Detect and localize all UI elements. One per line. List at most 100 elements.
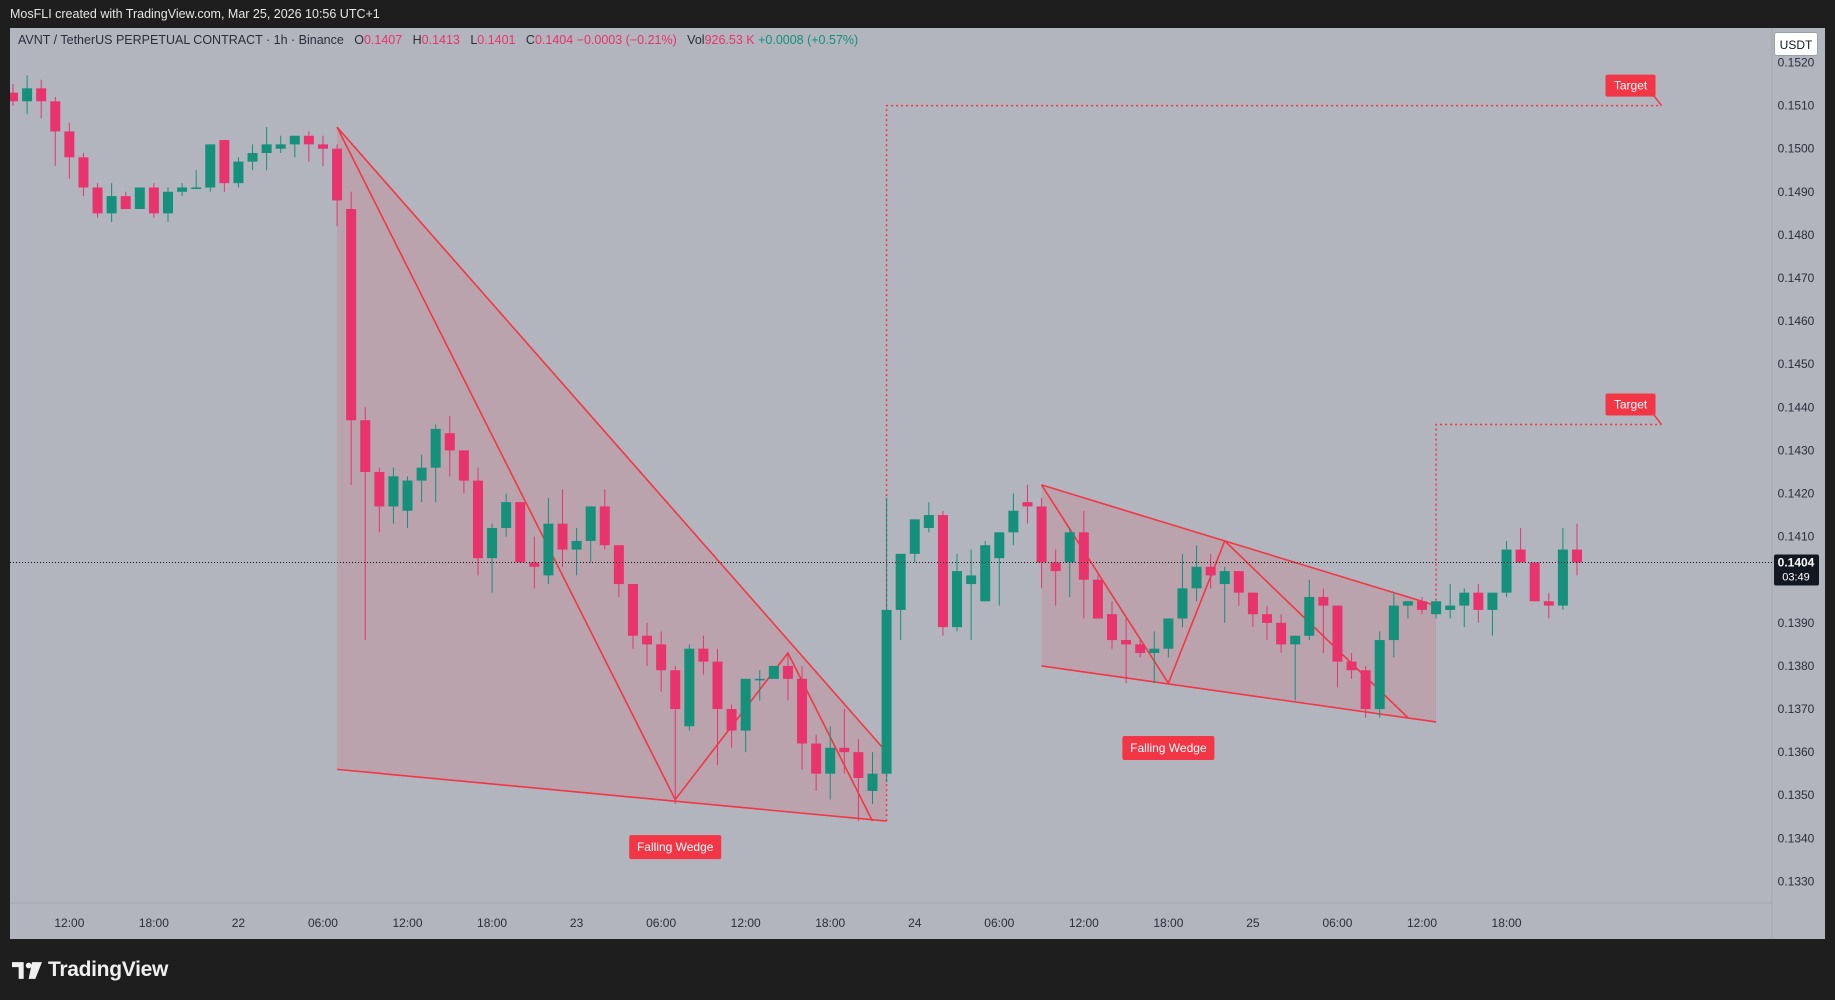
candlestick-chart[interactable]: 0.1330 0.1340 0.1350 0.1360 0.1370 0.1380 0.13… [10,28,1825,939]
time-tick-label: 18:00 [477,916,507,930]
candle-body [1543,601,1554,606]
candle-body [1205,566,1216,576]
candle-body [1078,532,1089,580]
candle-body [332,148,343,201]
price-tick-label: 0.1450 [1778,357,1815,371]
footer: TradingView [0,939,1835,1000]
candle-body [811,743,822,774]
candle-body [360,420,371,472]
wedge-upper-line [336,126,888,753]
target-label: Target [1614,79,1648,93]
target-label-badge [1605,74,1656,97]
low-value: 0.1401 [477,33,516,47]
candle-body [543,523,554,576]
time-tick-label: 22 [232,916,246,930]
candle-body [303,135,314,145]
candle-body [627,584,638,636]
candle-body [571,540,582,550]
bar-countdown-label: 03:49 [1782,571,1810,583]
candle-body [895,553,906,610]
price-tick-label: 0.1440 [1778,400,1815,414]
tradingview-logo-icon [12,961,42,979]
candle-body [839,747,850,753]
candle-body [1177,588,1188,619]
price-tick-label: 0.1340 [1778,831,1815,845]
candle-body [754,678,765,681]
candle-body [952,571,963,628]
candle-body [10,92,18,102]
wedge-lower-line [1041,665,1437,723]
candle-body [388,476,399,507]
candle-body [1121,640,1132,645]
currency-unit-button[interactable]: USDT [1774,32,1818,56]
volume-value: 926.53 K [704,33,755,47]
candle-body [684,648,695,727]
candle-body [402,480,413,511]
price-tick-label: 0.1350 [1778,788,1815,802]
high-value: 0.1413 [421,33,460,47]
candle-body [247,153,258,162]
candle-body [726,709,737,731]
tradingview-logo[interactable]: TradingView [12,958,168,982]
candle-body [642,635,653,645]
candle-body [1219,571,1230,585]
high-label: H [412,33,422,47]
wedge-lower-line [336,768,887,822]
candle-body [1501,549,1512,593]
time-tick-label: 25 [1246,916,1260,930]
chart-area[interactable]: 0.1330 0.1340 0.1350 0.1360 0.1370 0.1380 0.13… [10,28,1825,939]
candle-body [797,678,808,744]
attribution-bar: MosFLI created with TradingView.com, Mar… [0,0,1835,28]
symbol-legend: AVNT / TetherUS PERPETUAL CONTRACT · 1h … [18,33,858,47]
candle-body [1022,502,1033,507]
candle-body [472,480,483,559]
candle-body [1092,579,1103,619]
candle-body [1233,571,1244,593]
price-tick-label: 0.1360 [1778,745,1815,759]
close-value: 0.1404 [534,33,574,47]
candle-body [698,648,709,662]
symbol-name[interactable]: AVNT / TetherUS PERPETUAL CONTRACT · 1h … [18,33,344,47]
candle-body [980,545,991,602]
candle-body [162,191,173,214]
brand-name: TradingView [48,958,169,981]
candle-body [1459,592,1470,606]
candle-body [148,187,159,214]
candle-body [1036,506,1047,563]
candle-body [120,196,131,210]
candle-body [50,101,61,132]
candle-body [613,545,624,585]
target-label: Target [1614,398,1648,412]
time-tick-label: 24 [908,916,922,930]
candle-body [416,467,427,481]
candle-body [1374,640,1385,710]
time-tick-label: 12:00 [393,916,423,930]
candle-body [1318,596,1329,606]
candle-body [1064,532,1075,563]
candle-body [92,187,103,214]
candle-body [1388,605,1399,641]
time-tick-label: 12:00 [1069,916,1099,930]
price-tick-label: 0.1520 [1778,55,1815,69]
candle-body [346,209,357,421]
candle-body [1262,614,1273,623]
low-label: L [470,33,478,47]
candle-body [317,144,328,149]
candle-body [923,515,934,528]
wedge-label-badge [629,835,722,860]
candle-body [64,131,75,158]
candle-body [106,196,117,214]
price-tick-label: 0.1410 [1778,530,1815,544]
candle-body [881,609,892,774]
candle-body [1360,670,1371,710]
time-tick-label: 06:00 [646,916,676,930]
candle-body [1529,562,1540,602]
price-tick-label: 0.1420 [1778,487,1815,501]
candle-body [374,471,385,507]
candle-body [1135,644,1146,653]
candle-body [994,532,1005,559]
candle-body [233,161,244,184]
candle-body [1515,549,1526,563]
price-change: −0.0003 (−0.21%) [576,33,677,47]
price-tick-label: 0.1480 [1778,228,1815,242]
